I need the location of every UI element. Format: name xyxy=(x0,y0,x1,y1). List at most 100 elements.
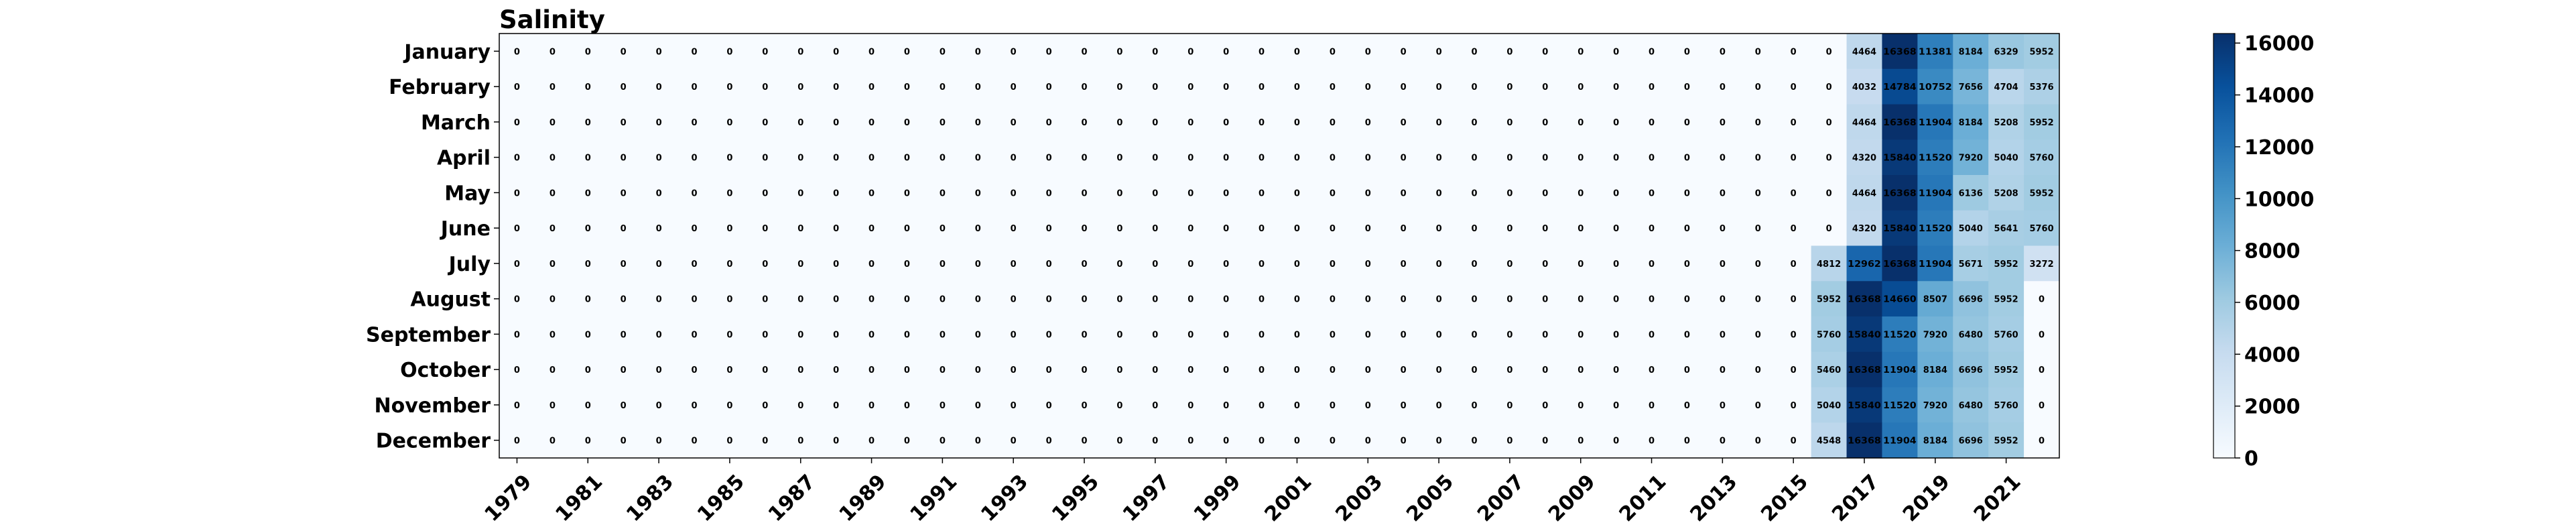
heatmap-cell xyxy=(676,139,713,176)
cell-value-label: 0 xyxy=(833,259,839,270)
heatmap-cell xyxy=(1811,104,1848,140)
cell-value-label: 0 xyxy=(1542,224,1548,234)
cell-value-label: 0 xyxy=(1684,224,1690,234)
heatmap-cell xyxy=(1704,139,1741,176)
cell-value-label: 4464 xyxy=(1852,188,1876,198)
heatmap-cell xyxy=(1882,104,1918,140)
heatmap-cell xyxy=(1811,245,1848,282)
cell-value-label: 0 xyxy=(1401,224,1407,234)
heatmap-cell xyxy=(924,351,961,388)
cell-value-label: 6480 xyxy=(1959,330,1983,340)
colorbar-tick-label: 10000 xyxy=(2244,188,2314,211)
heatmap-cell xyxy=(1917,245,1953,282)
cell-value-label: 0 xyxy=(1791,118,1797,128)
heatmap-cell xyxy=(1173,104,1209,140)
heatmap-cell xyxy=(1563,175,1599,211)
cell-value-label: 0 xyxy=(1649,188,1655,198)
heatmap-cell xyxy=(1102,34,1138,70)
heatmap-cell xyxy=(499,387,535,423)
cell-value-label: 0 xyxy=(1046,365,1052,375)
cell-value-label: 0 xyxy=(1401,295,1407,305)
cell-value-label: 0 xyxy=(1471,436,1477,447)
heatmap-cell xyxy=(1953,351,1989,388)
heatmap-cell xyxy=(499,210,535,247)
colorbar-axis: 0 2000 4000 6000 8000 10000 12000 14000 16000 xyxy=(2235,32,2314,471)
cell-value-label: 0 xyxy=(1613,365,1619,375)
cell-value-label: 4320 xyxy=(1852,224,1876,234)
heatmap-cell xyxy=(1279,68,1315,105)
cell-value-label: 0 xyxy=(691,436,697,447)
heatmap-cell xyxy=(783,351,819,388)
heatmap-cell xyxy=(1350,68,1387,105)
y-tick-label: April xyxy=(437,147,491,170)
heatmap-cell xyxy=(1244,68,1280,105)
heatmap-cell xyxy=(570,210,606,247)
heatmap-cell xyxy=(1031,68,1068,105)
cell-value-label: 4704 xyxy=(1994,82,2018,93)
cell-value-label: 0 xyxy=(1330,47,1336,57)
heatmap-cell xyxy=(818,351,854,388)
cell-value-label: 8507 xyxy=(1923,295,1947,305)
heatmap-cell xyxy=(818,210,854,247)
heatmap-cell xyxy=(1634,104,1670,140)
colorbar xyxy=(2213,33,2236,459)
cell-value-label: 0 xyxy=(1011,82,1017,93)
heatmap-cell xyxy=(1244,210,1280,247)
heatmap-cell xyxy=(1066,245,1103,282)
y-tick-label: February xyxy=(389,76,491,99)
cell-value-label: 0 xyxy=(1684,259,1690,270)
cell-value-label: 0 xyxy=(1294,401,1300,411)
cell-value-label: 0 xyxy=(1116,154,1122,164)
cell-value-label: 0 xyxy=(1506,154,1512,164)
heatmap-cell xyxy=(641,139,678,176)
cell-value-label: 0 xyxy=(940,365,946,375)
cell-value-label: 5760 xyxy=(1994,401,2018,411)
cell-value-label: 0 xyxy=(1471,365,1477,375)
cell-value-label: 0 xyxy=(1401,47,1407,57)
heatmap-cell xyxy=(1953,281,1989,317)
heatmap-cell xyxy=(1563,281,1599,317)
heatmap-cell xyxy=(783,104,819,140)
heatmap-cell xyxy=(889,34,925,70)
heatmap-cell xyxy=(960,422,996,459)
heatmap-cell xyxy=(818,139,854,176)
cell-value-label: 0 xyxy=(1577,259,1584,270)
heatmap-cell xyxy=(1314,139,1351,176)
heatmap-cell xyxy=(712,422,748,459)
heatmap-cell xyxy=(676,104,713,140)
heatmap-cell xyxy=(1066,316,1103,353)
cell-value-label: 8184 xyxy=(1959,47,1983,57)
x-tick-label: 1987 xyxy=(764,470,820,525)
cell-value-label: 0 xyxy=(1081,330,1087,340)
heatmap-cell xyxy=(1137,422,1173,459)
cell-value-label: 0 xyxy=(514,365,520,375)
heatmap-cell xyxy=(605,316,642,353)
heatmap-cell xyxy=(1775,387,1812,423)
heatmap-cell xyxy=(1492,68,1528,105)
y-tick-label: January xyxy=(403,40,491,64)
heatmap-cell xyxy=(570,139,606,176)
x-tick-label: 2019 xyxy=(1898,470,1955,525)
heatmap-cell xyxy=(499,245,535,282)
cell-value-label: 0 xyxy=(656,401,662,411)
cell-value-label: 0 xyxy=(1755,365,1761,375)
heatmap-cell xyxy=(1953,245,1989,282)
cell-value-label: 0 xyxy=(1187,188,1194,198)
heatmap-cell xyxy=(1173,351,1209,388)
cell-value-label: 5952 xyxy=(2029,47,2053,57)
heatmap-cell xyxy=(1066,387,1103,423)
heatmap-cell xyxy=(1031,34,1068,70)
heatmap-cell xyxy=(1811,175,1848,211)
cell-value-label: 0 xyxy=(1116,47,1122,57)
cell-value-label: 0 xyxy=(514,224,520,234)
heatmap-cell xyxy=(1740,104,1777,140)
heatmap-cell xyxy=(995,68,1032,105)
cell-value-label: 0 xyxy=(1471,154,1477,164)
cell-value-label: 0 xyxy=(1365,82,1371,93)
heatmap-cell xyxy=(924,104,961,140)
cell-value-label: 5760 xyxy=(2029,154,2053,164)
cell-value-label: 0 xyxy=(656,436,662,447)
cell-value-label: 0 xyxy=(1046,82,1052,93)
heatmap-cell xyxy=(1669,68,1705,105)
cell-value-label: 0 xyxy=(762,295,768,305)
